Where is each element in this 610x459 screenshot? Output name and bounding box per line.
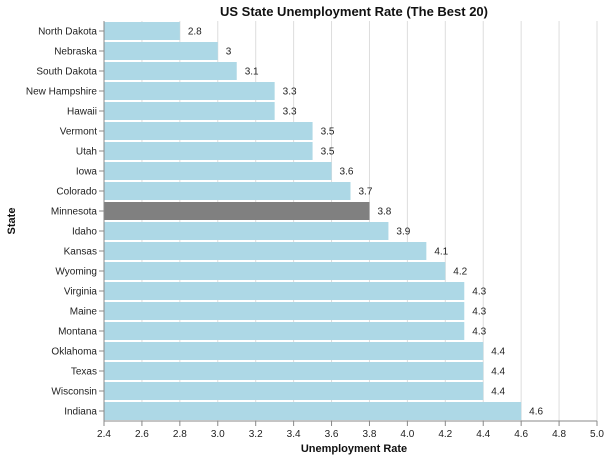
- value-label: 4.3: [472, 287, 486, 298]
- category-label: Colorado: [56, 187, 97, 198]
- value-label: 3.1: [245, 67, 259, 78]
- category-label: Virginia: [64, 287, 98, 298]
- x-tick-label: 3.4: [287, 429, 301, 440]
- value-label: 3.9: [396, 227, 410, 238]
- bar-wyoming: [104, 262, 446, 280]
- bar-maine: [104, 302, 465, 320]
- bar-montana: [104, 322, 465, 340]
- value-labels-group: 2.8 3 3.1 3.3 3.3 3.5 3.5 3.6 3.7 3.8 3.9 4.1 4.2 4.3…: [188, 27, 544, 418]
- bar-new-hampshire: [104, 82, 275, 100]
- category-label: Montana: [58, 327, 97, 338]
- category-label: Kansas: [64, 247, 97, 258]
- value-label: 3.7: [359, 187, 373, 198]
- category-label: Texas: [71, 367, 97, 378]
- category-label: Idaho: [72, 227, 97, 238]
- x-axis-title: Unemployment Rate: [301, 443, 407, 455]
- category-label: North Dakota: [38, 27, 97, 38]
- value-label: 3.5: [321, 127, 335, 138]
- value-label: 3: [226, 47, 232, 58]
- bar-minnesota: [104, 202, 370, 220]
- value-label: 4.1: [434, 247, 448, 258]
- bar-kansas: [104, 242, 427, 260]
- x-axis: 2.4 2.6 2.8 3.0 3.2 3.4 3.6 3.8 4.0 4.2 4.4 4.6 4.8 5…: [97, 420, 604, 440]
- x-tick-label: 4.6: [514, 429, 528, 440]
- x-tick-label: 3.2: [249, 429, 263, 440]
- x-tick-label: 3.0: [211, 429, 225, 440]
- bars-group: [104, 22, 522, 420]
- bar-colorado: [104, 182, 351, 200]
- value-label: 3.8: [377, 207, 391, 218]
- category-label: Oklahoma: [51, 347, 97, 358]
- category-label: Hawaii: [67, 107, 97, 118]
- x-tick-label: 4.2: [438, 429, 452, 440]
- x-tick-label: 4.8: [552, 429, 566, 440]
- bar-utah: [104, 142, 313, 160]
- bar-virginia: [104, 282, 465, 300]
- value-label: 4.4: [491, 387, 505, 398]
- category-label: Nebraska: [54, 47, 97, 58]
- bar-north-dakota: [104, 22, 180, 40]
- bar-idaho: [104, 222, 389, 240]
- bar-south-dakota: [104, 62, 237, 80]
- bar-texas: [104, 362, 484, 380]
- bar-nebraska: [104, 42, 218, 60]
- category-label: Minnesota: [51, 207, 98, 218]
- category-label: Vermont: [60, 127, 97, 138]
- x-tick-label: 4.4: [476, 429, 490, 440]
- value-label: 4.2: [453, 267, 467, 278]
- category-label: Utah: [76, 147, 97, 158]
- category-label: Wyoming: [55, 267, 97, 278]
- value-label: 2.8: [188, 27, 202, 38]
- value-label: 4.4: [491, 367, 505, 378]
- value-label: 4.4: [491, 347, 505, 358]
- y-axis: North Dakota Nebraska South Dakota New Hamp…: [26, 21, 105, 421]
- x-tick-label: 2.8: [173, 429, 187, 440]
- category-label: South Dakota: [36, 67, 97, 78]
- x-tick-label: 2.4: [97, 429, 111, 440]
- value-label: 3.6: [340, 167, 354, 178]
- category-label: Wisconsin: [51, 387, 97, 398]
- category-label: Maine: [70, 307, 98, 318]
- category-label: New Hampshire: [26, 87, 98, 98]
- x-tick-label: 4.0: [400, 429, 414, 440]
- value-label: 3.3: [283, 87, 297, 98]
- bar-oklahoma: [104, 342, 484, 360]
- value-label: 4.3: [472, 327, 486, 338]
- chart-title: US State Unemployment Rate (The Best 20): [220, 4, 488, 19]
- category-label: Indiana: [64, 407, 97, 418]
- x-tick-label: 3.6: [325, 429, 339, 440]
- value-label: 3.5: [321, 147, 335, 158]
- value-label: 4.3: [472, 307, 486, 318]
- grid-lines: [103, 21, 598, 421]
- value-label: 4.6: [529, 407, 543, 418]
- x-tick-label: 3.8: [363, 429, 377, 440]
- x-tick-label: 2.6: [135, 429, 149, 440]
- category-label: Iowa: [76, 167, 98, 178]
- value-label: 3.3: [283, 107, 297, 118]
- bar-wisconsin: [104, 382, 484, 400]
- bar-vermont: [104, 122, 313, 140]
- y-axis-title: State: [6, 208, 18, 235]
- x-tick-label: 5.0: [590, 429, 604, 440]
- bar-iowa: [104, 162, 332, 180]
- bar-hawaii: [104, 102, 275, 120]
- bar-indiana: [104, 402, 522, 420]
